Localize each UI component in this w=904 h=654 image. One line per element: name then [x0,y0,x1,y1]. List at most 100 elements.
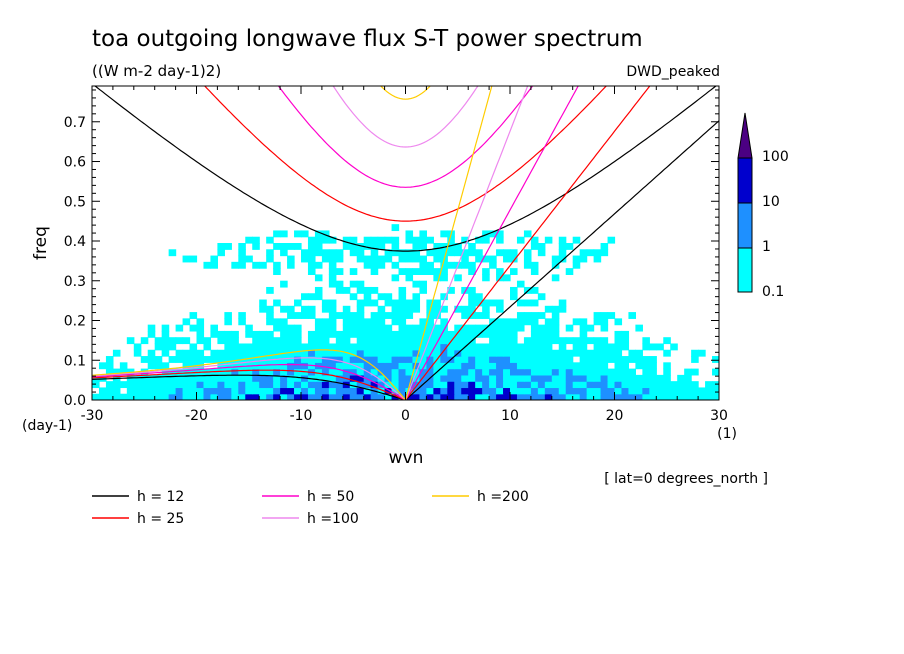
power-cell [433,343,441,351]
power-cell [447,286,455,294]
power-cell [523,261,532,269]
power-cell [398,381,407,389]
power-cell [231,368,239,376]
power-cell [335,374,344,382]
power-cell [391,381,400,389]
y-tick-label: 0.1 [64,353,86,369]
power-cell [294,356,302,363]
power-cell [621,381,630,389]
power-cell [412,343,421,351]
power-cell [614,381,623,389]
power-cell [349,268,358,275]
power-cell [238,368,246,376]
power-cell [558,356,567,363]
power-cell [579,349,588,357]
power-cell [537,312,546,319]
power-cell [544,381,553,389]
power-cell [301,249,309,257]
power-cell [182,362,191,370]
power-cell [377,243,386,250]
power-cell [210,255,218,263]
power-cell [572,337,581,345]
power-cell [266,362,274,370]
power-cell [593,362,602,370]
power-cell [551,374,560,382]
power-cell [266,393,274,400]
power-cell [419,255,427,263]
power-cell [426,349,434,357]
power-cell [412,293,421,301]
power-cell [558,249,567,257]
power-cell [321,368,330,376]
power-cell [287,305,295,313]
power-cell [503,274,511,282]
power-cell [516,312,525,319]
power-cell [287,356,295,363]
power-cell [335,356,344,363]
power-cell [314,324,323,332]
power-cell [482,274,490,282]
power-cell [252,356,260,363]
power-cell [558,374,567,382]
power-cell [363,374,372,382]
power-cell [133,387,142,395]
power-cell [461,249,469,257]
power-cell [586,368,595,376]
power-cell [384,293,393,301]
power-cell [516,343,525,351]
power-cell [530,243,539,250]
power-cell [370,324,379,332]
power-cell [426,343,434,351]
power-cell [447,330,455,338]
power-cell [551,330,560,338]
power-cell [231,349,239,357]
power-cell [238,312,246,319]
power-cell [447,236,455,244]
power-cell [579,249,588,257]
power-cell [294,243,302,250]
power-cell [147,381,156,389]
power-cell [266,381,274,389]
power-cell [516,299,525,307]
power-cell [551,393,560,400]
power-cell [370,299,379,307]
power-cell [252,349,260,357]
power-cell [377,305,386,313]
power-cell [705,387,713,395]
power-cell [342,312,351,319]
power-cell [377,337,386,345]
power-cell [579,362,588,370]
power-cell [426,393,434,400]
power-cell [628,312,636,319]
power-cell [384,387,393,395]
power-cell [586,349,595,357]
power-cell [356,255,365,263]
power-cell [503,330,511,338]
power-cell [349,374,358,382]
power-cell [600,324,609,332]
power-cell [287,330,295,338]
power-cell [510,368,518,376]
power-cell [440,324,448,332]
power-cell [363,318,372,326]
power-cell [468,349,476,357]
power-cell [266,387,274,395]
power-cell [572,368,581,376]
power-cell [607,368,616,376]
power-cell [419,280,427,288]
power-cell [203,337,212,345]
power-cell [182,337,191,345]
power-cell [210,374,218,382]
power-cell [461,330,469,338]
power-cell [586,393,595,400]
power-cell [314,349,323,357]
power-cell [419,230,427,238]
power-cell [523,349,532,357]
power-cell [530,268,539,275]
power-cell [273,393,281,400]
power-cell [551,318,560,326]
power-cell [370,255,379,263]
power-cell [523,343,532,351]
power-cell [558,349,567,357]
power-cell [370,330,379,338]
